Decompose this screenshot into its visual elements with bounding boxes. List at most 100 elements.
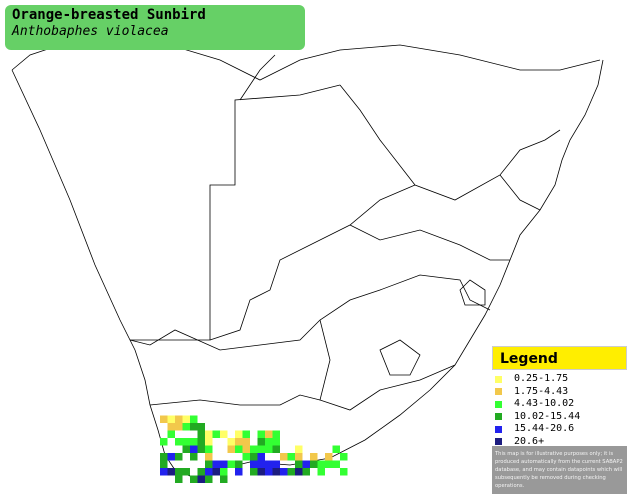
cell xyxy=(257,445,265,453)
cell xyxy=(295,468,303,476)
legend: Legend 0.25-1.75 1.75-4.43 4.43-10.02 10.02… xyxy=(492,346,627,494)
cell xyxy=(310,453,318,461)
cell xyxy=(197,430,205,438)
cell xyxy=(182,438,190,446)
cell xyxy=(175,468,183,476)
cell xyxy=(190,423,198,431)
cell xyxy=(295,445,303,453)
cell xyxy=(182,423,190,431)
cell xyxy=(227,460,235,468)
legend-swatch xyxy=(495,425,502,433)
cell xyxy=(175,423,183,431)
cell xyxy=(242,445,250,453)
species-name: Orange-breasted Sunbird xyxy=(12,7,206,23)
cell xyxy=(175,438,183,446)
cell xyxy=(220,430,228,438)
legend-swatch xyxy=(495,388,502,396)
cell xyxy=(272,468,280,476)
cell xyxy=(265,468,273,476)
cell xyxy=(310,460,318,468)
cell xyxy=(235,438,243,446)
legend-item: 4.43-10.02 xyxy=(495,398,627,411)
cell xyxy=(160,453,168,461)
cell xyxy=(265,445,273,453)
cell xyxy=(317,460,325,468)
cell xyxy=(272,445,280,453)
cell xyxy=(212,460,220,468)
cell xyxy=(190,415,198,423)
cell xyxy=(220,468,228,476)
cell xyxy=(197,423,205,431)
cell xyxy=(167,415,175,423)
legend-label: 15.44-20.6 xyxy=(514,423,575,434)
title-box: Orange-breasted Sunbird Anthobaphes viol… xyxy=(5,5,305,50)
cell xyxy=(220,475,228,483)
cell xyxy=(280,453,288,461)
cell xyxy=(257,468,265,476)
cell xyxy=(302,460,310,468)
cell xyxy=(242,453,250,461)
legend-item: 1.75-4.43 xyxy=(495,386,627,399)
cell xyxy=(287,468,295,476)
legend-label: 1.75-4.43 xyxy=(514,385,569,397)
cell xyxy=(242,438,250,446)
cell xyxy=(317,468,325,476)
cell xyxy=(212,468,220,476)
cell xyxy=(167,423,175,431)
legend-items: 0.25-1.75 1.75-4.43 4.43-10.02 10.02-15.44 1… xyxy=(492,370,627,448)
cell xyxy=(160,468,168,476)
cell xyxy=(257,460,265,468)
legend-item: 10.02-15.44 xyxy=(495,411,627,424)
cell xyxy=(250,445,258,453)
cell xyxy=(340,468,348,476)
cell xyxy=(175,415,183,423)
cell xyxy=(160,415,168,423)
legend-title: Legend xyxy=(492,346,627,370)
cell xyxy=(197,445,205,453)
cell xyxy=(197,468,205,476)
cell xyxy=(197,475,205,483)
cell xyxy=(190,445,198,453)
cell xyxy=(167,453,175,461)
cell xyxy=(175,453,183,461)
cell xyxy=(250,468,258,476)
cell xyxy=(205,438,213,446)
cell xyxy=(182,468,190,476)
legend-item: 0.25-1.75 xyxy=(495,373,627,386)
legend-item: 15.44-20.6 xyxy=(495,423,627,436)
legend-label: 4.43-10.02 xyxy=(514,398,575,409)
cell xyxy=(265,460,273,468)
cell xyxy=(235,468,243,476)
disclaimer: This map is for illustrative purposes on… xyxy=(492,446,627,494)
cell xyxy=(242,430,250,438)
cell xyxy=(250,453,258,461)
legend-swatch xyxy=(495,400,502,408)
cell xyxy=(235,430,243,438)
cell xyxy=(280,468,288,476)
legend-swatch xyxy=(495,413,502,421)
legend-label: 10.02-15.44 xyxy=(514,410,581,422)
cell xyxy=(272,438,280,446)
cell xyxy=(272,460,280,468)
cell xyxy=(205,468,213,476)
cell xyxy=(227,445,235,453)
cell xyxy=(160,460,168,468)
cell xyxy=(250,460,258,468)
cell xyxy=(190,475,198,483)
cell xyxy=(295,453,303,461)
cell xyxy=(265,438,273,446)
cell xyxy=(325,453,333,461)
cell xyxy=(182,415,190,423)
cell xyxy=(190,438,198,446)
cell xyxy=(190,453,198,461)
cell xyxy=(167,430,175,438)
cell xyxy=(175,475,183,483)
cell xyxy=(257,453,265,461)
cell xyxy=(227,438,235,446)
cell xyxy=(332,460,340,468)
distribution-cells xyxy=(160,415,348,483)
cell xyxy=(295,460,303,468)
legend-label: 0.25-1.75 xyxy=(514,373,569,384)
